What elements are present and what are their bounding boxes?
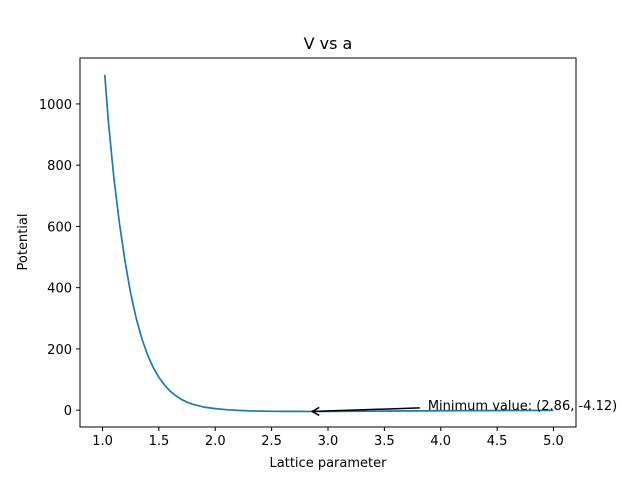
y-tick-label: 800 bbox=[47, 159, 72, 174]
x-tick-label: 3.5 bbox=[374, 434, 395, 449]
x-tick-label: 2.5 bbox=[261, 434, 282, 449]
y-axis-label: Potential bbox=[16, 214, 31, 271]
x-axis-label: Lattice parameter bbox=[270, 456, 388, 471]
y-tick-label: 600 bbox=[47, 220, 72, 235]
chart-title: V vs a bbox=[304, 34, 353, 53]
x-tick-label: 4.0 bbox=[430, 434, 451, 449]
x-tick-label: 1.0 bbox=[92, 434, 113, 449]
series-line bbox=[103, 74, 554, 413]
x-tick-label: 1.5 bbox=[149, 434, 170, 449]
annotation-text: Minimum value: (2.86, -4.12) bbox=[428, 399, 617, 414]
x-tick-label: 4.5 bbox=[487, 434, 508, 449]
y-tick-label: 1000 bbox=[39, 98, 72, 113]
annotation: Minimum value: (2.86, -4.12) bbox=[310, 399, 617, 417]
x-tick-label: 3.0 bbox=[318, 434, 339, 449]
plot-area bbox=[103, 74, 554, 413]
x-tick-label: 2.0 bbox=[205, 434, 226, 449]
y-tick-label: 400 bbox=[47, 282, 72, 297]
x-tick-label: 5.0 bbox=[543, 434, 564, 449]
y-axis: 0 200 400 600 800 1000 bbox=[39, 98, 80, 419]
y-tick-label: 0 bbox=[64, 404, 72, 419]
annotation-arrowhead bbox=[310, 406, 320, 417]
x-axis: 1.0 1.5 2.0 2.5 3.0 3.5 4.0 4.5 5.0 bbox=[92, 427, 564, 449]
annotation-arrow-shaft bbox=[314, 407, 420, 413]
y-tick-label: 200 bbox=[47, 343, 72, 358]
